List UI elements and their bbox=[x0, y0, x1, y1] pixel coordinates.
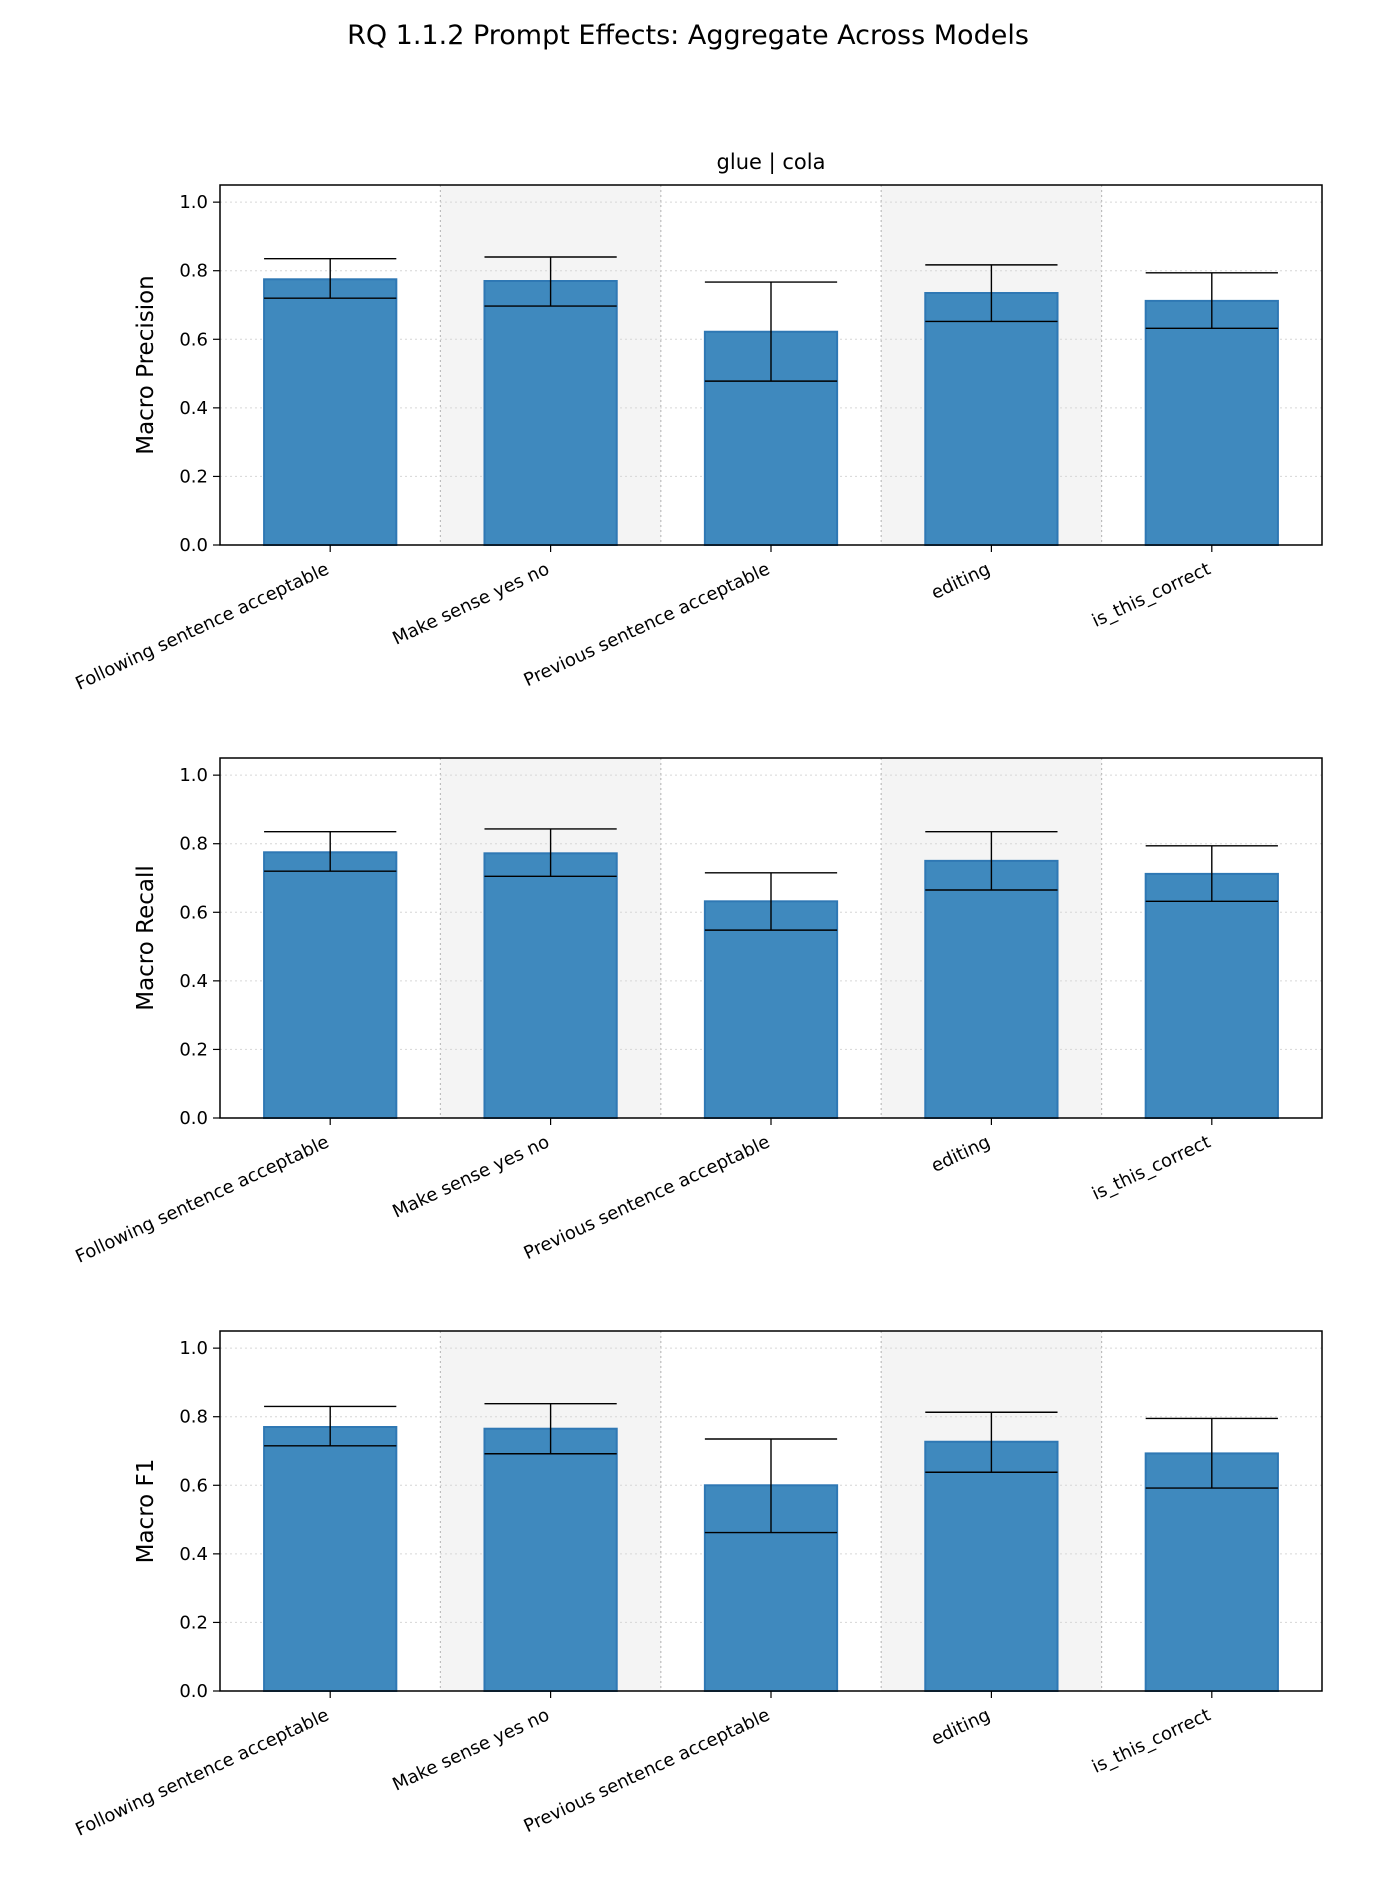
x-tick-label: is_this_correct bbox=[1089, 1704, 1214, 1777]
x-tick-label: Following sentence acceptable bbox=[72, 1704, 332, 1840]
chart-panel-1: 0.0 0.2 0.4 0.6 0.8 1.0 Following sentence acc… bbox=[72, 150, 1323, 695]
bar bbox=[924, 292, 1059, 546]
figure-title: RQ 1.1.2 Prompt Effects: Aggregate Acros… bbox=[347, 20, 1029, 51]
x-tick-label: editing bbox=[928, 1704, 993, 1749]
x-tick-label: Make sense yes no bbox=[389, 1131, 552, 1222]
x-tick-label: Following sentence acceptable bbox=[72, 1131, 332, 1267]
bar bbox=[1144, 872, 1279, 1120]
bar bbox=[483, 852, 618, 1119]
bar bbox=[263, 1426, 398, 1692]
x-tick-label: Following sentence acceptable bbox=[72, 558, 332, 694]
chart-panel-3: 0.0 0.2 0.4 0.6 0.8 1.0 Following sentence acc… bbox=[72, 1330, 1323, 1841]
y-axis-label: Macro Precision bbox=[133, 275, 159, 455]
bar bbox=[483, 1427, 618, 1692]
y-axis-label: Macro Recall bbox=[133, 865, 159, 1011]
bar bbox=[1144, 299, 1279, 546]
y-tick-label: 1.0 bbox=[179, 765, 208, 786]
x-tick-label: Make sense yes no bbox=[389, 1704, 552, 1795]
x-tick-label: editing bbox=[928, 1131, 993, 1176]
x-tick-label: Make sense yes no bbox=[389, 558, 552, 649]
bar bbox=[924, 1440, 1059, 1692]
chart-panel-2: 0.0 0.2 0.4 0.6 0.8 1.0 Following sentence acc… bbox=[72, 757, 1323, 1268]
bar bbox=[924, 859, 1059, 1119]
bar bbox=[483, 280, 618, 546]
x-tick-label: Previous sentence acceptable bbox=[521, 558, 773, 691]
y-tick-label: 0.6 bbox=[179, 1475, 208, 1496]
bar bbox=[1144, 1452, 1279, 1693]
y-tick-label: 0.4 bbox=[179, 398, 208, 419]
y-tick-label: 0.6 bbox=[179, 329, 208, 350]
x-tick-label: Previous sentence acceptable bbox=[521, 1131, 773, 1264]
y-tick-label: 0.0 bbox=[179, 1108, 208, 1129]
y-tick-label: 0.2 bbox=[179, 1039, 208, 1060]
x-tick-label: is_this_correct bbox=[1089, 1131, 1214, 1204]
y-tick-label: 0.4 bbox=[179, 1544, 208, 1565]
subplot-title: glue | cola bbox=[717, 150, 826, 175]
y-tick-label: 0.8 bbox=[179, 1407, 208, 1428]
y-tick-label: 0.6 bbox=[179, 902, 208, 923]
bar bbox=[263, 851, 398, 1119]
y-tick-label: 0.0 bbox=[179, 1681, 208, 1702]
y-tick-label: 0.8 bbox=[179, 834, 208, 855]
bar bbox=[263, 278, 398, 546]
x-tick-label: Previous sentence acceptable bbox=[521, 1704, 773, 1837]
x-tick-label: is_this_correct bbox=[1089, 558, 1214, 631]
y-tick-label: 0.2 bbox=[179, 466, 208, 487]
y-tick-label: 0.0 bbox=[179, 535, 208, 556]
y-tick-label: 0.8 bbox=[179, 261, 208, 282]
bar bbox=[703, 900, 839, 1119]
y-tick-label: 0.4 bbox=[179, 971, 208, 992]
x-tick-label: editing bbox=[928, 558, 993, 603]
y-tick-label: 1.0 bbox=[179, 1338, 208, 1359]
y-axis-label: Macro F1 bbox=[133, 1459, 159, 1564]
y-tick-label: 0.2 bbox=[179, 1612, 208, 1633]
panels: 0.0 0.2 0.4 0.6 0.8 1.0 Following sentence acc… bbox=[72, 150, 1323, 1841]
y-tick-label: 1.0 bbox=[179, 192, 208, 213]
